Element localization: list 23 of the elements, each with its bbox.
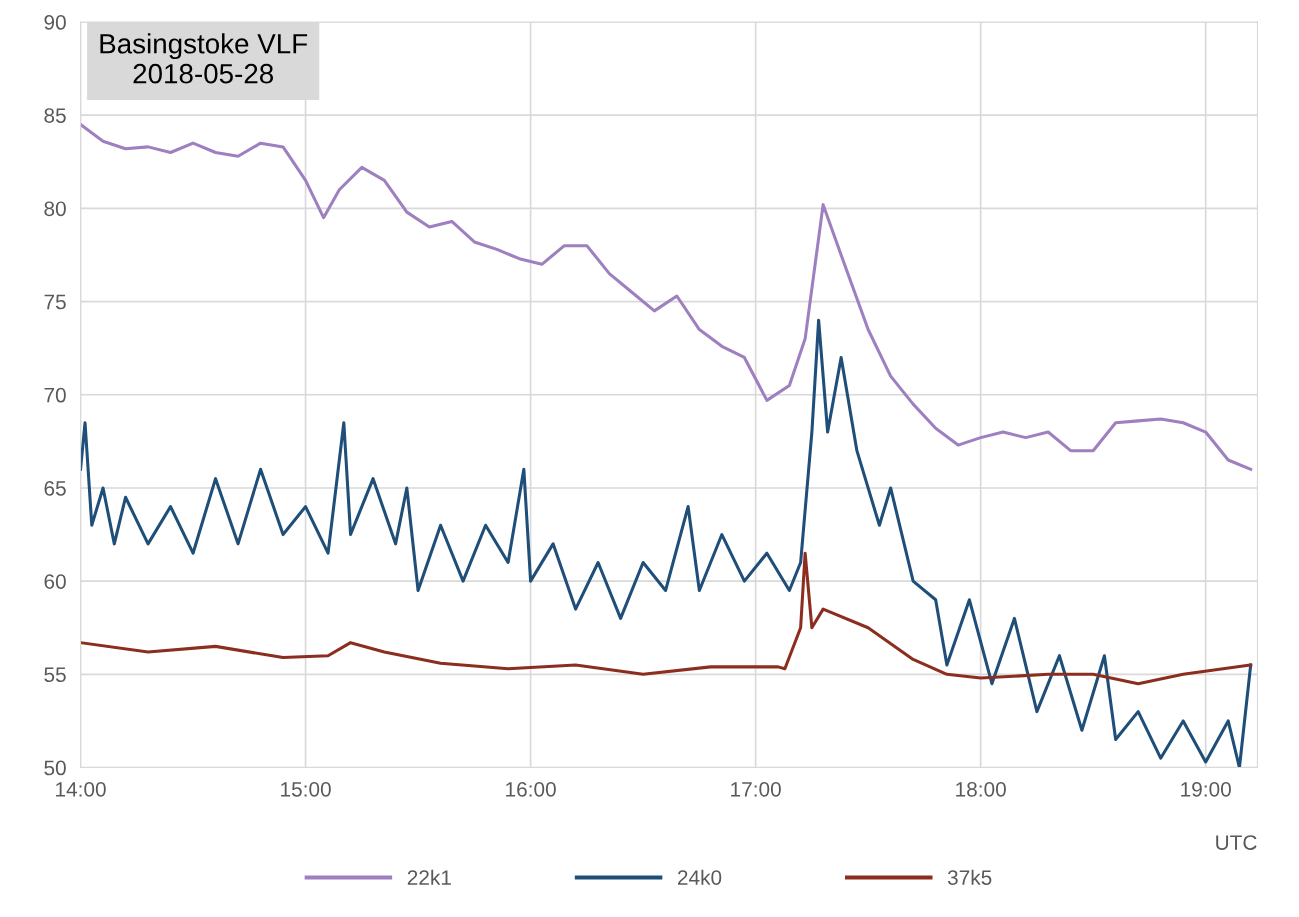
x-tick-label: 17:00 (731, 781, 781, 797)
line-series (80, 318, 1253, 768)
legend-label: 22k1 (407, 869, 451, 885)
text: Basingstoke VLF 2018-05-28 (100, 33, 308, 84)
x-tick-label: 19:00 (1181, 781, 1231, 797)
y-tick-label: 75 (44, 294, 66, 310)
y-tick-label: 70 (44, 387, 66, 403)
x-axis-title: UTC (1216, 835, 1257, 850)
x-tick-label: 16:00 (506, 781, 556, 797)
y-tick-label: 90 (44, 15, 66, 30)
legend-label: 37k5 (947, 869, 992, 885)
y-tick-label: 65 (44, 480, 66, 496)
y-tick-label: 85 (44, 108, 66, 123)
x-tick-label: 14:00 (56, 781, 106, 797)
y-tick-label: 55 (44, 667, 66, 683)
y-tick-label: 60 (44, 574, 66, 589)
y-tick-label: 50 (44, 760, 66, 776)
y-tick-label: 80 (44, 201, 66, 217)
x-tick-label: 15:00 (281, 781, 331, 797)
line-series (80, 551, 1253, 686)
x-tick-label: 18:00 (956, 781, 1006, 797)
legend-label: 24k0 (677, 869, 722, 885)
line-series (80, 122, 1253, 471)
